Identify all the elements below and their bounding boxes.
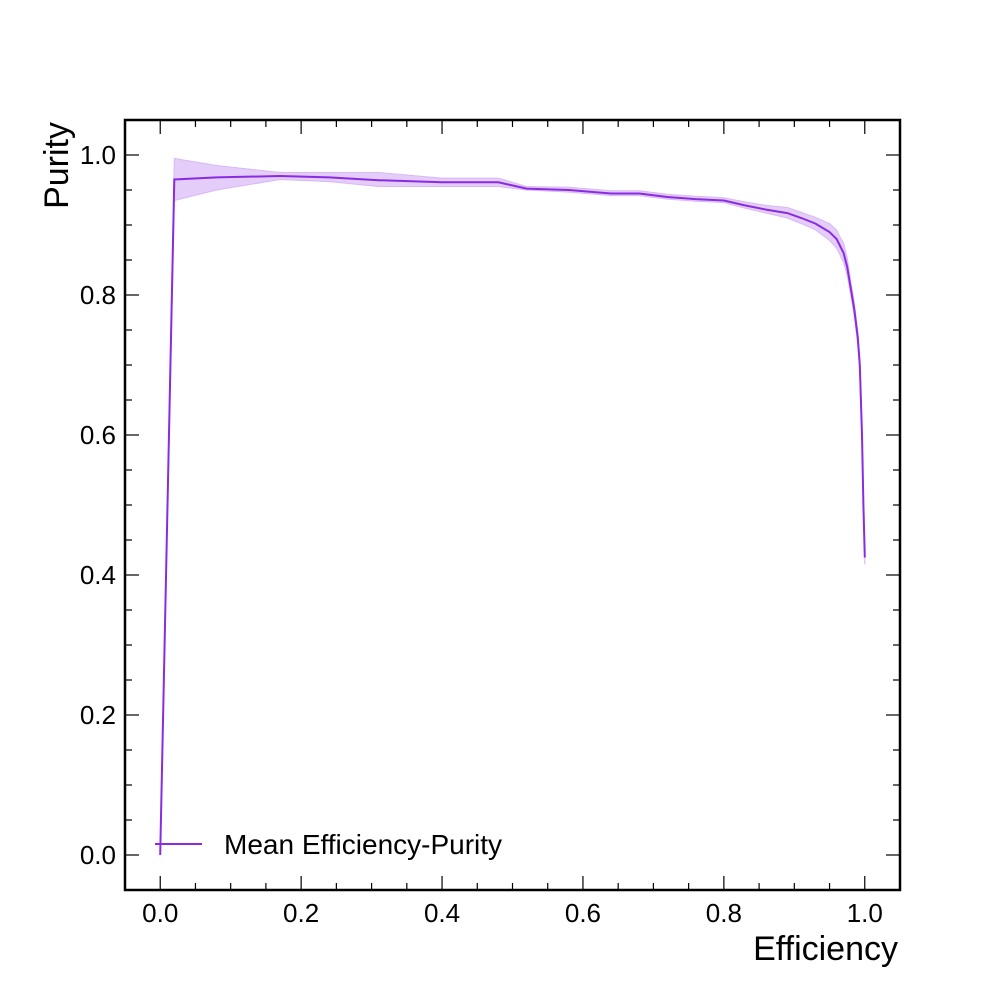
y-tick-label: 1.0 xyxy=(80,140,116,170)
x-tick-label: 0.2 xyxy=(283,898,319,928)
series-line-layer xyxy=(159,174,866,856)
y-axis-title: Purity xyxy=(38,122,76,209)
x-tick-label: 1.0 xyxy=(847,898,883,928)
tick-layer xyxy=(124,119,901,891)
x-tick-label: 0.0 xyxy=(142,898,178,928)
confidence-band xyxy=(159,157,866,856)
y-tick-label: 0.6 xyxy=(80,420,116,450)
x-tick-labels: 0.0 0.2 0.4 0.6 0.8 1.0 xyxy=(142,898,883,928)
y-tick-labels: 0.0 0.2 0.4 0.6 0.8 1.0 xyxy=(80,140,116,870)
y-tick-label: 0.4 xyxy=(80,560,116,590)
y-tick-label: 0.8 xyxy=(80,280,116,310)
series-line-mean-efficiency-purity xyxy=(159,174,866,856)
plot-frame xyxy=(123,118,902,892)
legend-label: Mean Efficiency-Purity xyxy=(224,829,502,860)
legend: Mean Efficiency-Purity xyxy=(155,829,502,860)
x-tick-label: 0.8 xyxy=(706,898,742,928)
x-tick-label: 0.6 xyxy=(565,898,601,928)
confidence-band-layer xyxy=(159,157,866,856)
y-tick-label: 0.0 xyxy=(80,840,116,870)
y-tick-label: 0.2 xyxy=(80,700,116,730)
x-axis-title: Efficiency xyxy=(753,930,898,968)
x-tick-label: 0.4 xyxy=(424,898,460,928)
